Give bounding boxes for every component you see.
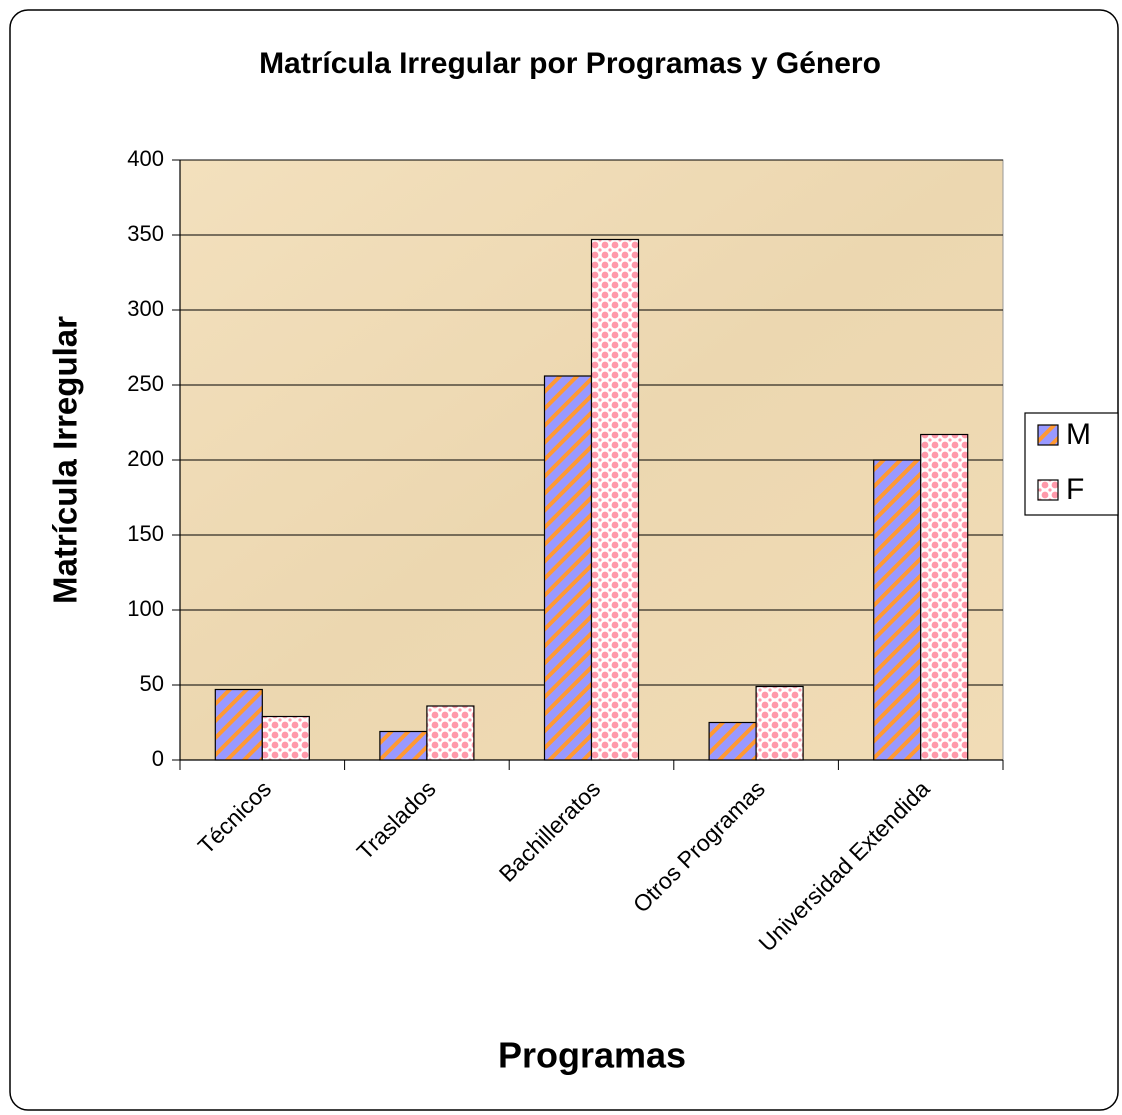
- chart-title: Matrícula Irregular por Programas y Géne…: [259, 47, 881, 80]
- y-tick-label: 350: [127, 221, 164, 246]
- y-tick-label: 400: [127, 146, 164, 171]
- y-tick-label: 150: [127, 521, 164, 546]
- legend-swatch: [1037, 479, 1059, 501]
- bar: [873, 459, 922, 761]
- y-tick-label: 50: [140, 671, 164, 696]
- bar: [590, 238, 640, 761]
- y-tick-label: 300: [127, 296, 164, 321]
- y-tick-label: 0: [152, 746, 164, 771]
- bar: [426, 705, 475, 761]
- y-tick-label: 100: [127, 596, 164, 621]
- y-tick-label: 250: [127, 371, 164, 396]
- bar: [379, 730, 428, 761]
- bar: [543, 375, 593, 761]
- bar: [214, 688, 263, 761]
- x-axis-title: Programas: [498, 1035, 686, 1076]
- bar: [920, 433, 969, 761]
- bar: [708, 721, 757, 761]
- bar: [755, 685, 804, 761]
- bar: [261, 715, 310, 761]
- legend-label: M: [1066, 418, 1091, 451]
- y-axis-title: Matrícula Irregular: [47, 316, 84, 604]
- legend-label: F: [1066, 473, 1084, 506]
- legend-swatch: [1037, 424, 1059, 446]
- y-tick-label: 200: [127, 446, 164, 471]
